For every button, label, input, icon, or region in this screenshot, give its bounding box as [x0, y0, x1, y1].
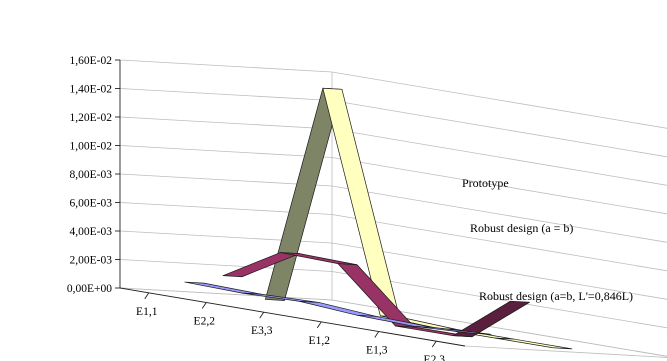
x-tick-label: E2,2: [194, 316, 216, 328]
x-axis-ticks: E1,1 E2,2 E3,3 E1,2 E1,3 E2,3: [136, 292, 446, 361]
ribbon-segment: [414, 326, 492, 335]
y-tick-label: 4,00E-03: [70, 226, 113, 238]
x-tick-mark: [201, 302, 207, 309]
x-tick-label: E1,1: [136, 306, 158, 318]
y-tick-label: 8,00E-03: [70, 169, 113, 181]
ribbon-segment: [265, 87, 343, 301]
x-tick-label: E1,3: [366, 345, 388, 357]
series-ribbons: [184, 87, 573, 350]
y-tick-label: 1,20E-02: [70, 112, 113, 124]
back-wall-grid: [119, 59, 667, 357]
y-tick-label: 1,60E-02: [70, 55, 113, 67]
y-tick-label: 0,00E+00: [67, 283, 112, 295]
x-tick-mark: [431, 340, 437, 348]
series-ribbon: [222, 252, 530, 338]
y-axis-ticks: 0,00E+00 2,00E-03 4,00E-03 6,00E-03 8,00E-03…: [67, 55, 120, 295]
x-tick-mark: [316, 321, 322, 329]
gridline: [119, 173, 667, 243]
gridline: [119, 88, 667, 158]
gridline: [119, 59, 667, 129]
legend: Prototype Robust design (a = b) Robust des…: [462, 176, 633, 303]
legend-entry: Robust design (a=b, L'=0,846L): [479, 289, 633, 303]
ribbon-segment: [495, 337, 573, 350]
y-tick-label: 6,00E-03: [70, 198, 113, 210]
y-tick-label: 1,00E-02: [70, 141, 113, 153]
gridline: [119, 116, 667, 186]
x-tick-mark: [259, 311, 265, 319]
x-tick-label: E1,2: [309, 335, 331, 347]
x-axis-line: [119, 287, 466, 347]
x-tick-mark: [144, 292, 150, 300]
legend-entry: Robust design (a = b): [470, 221, 573, 235]
x-tick-label: E2,3: [424, 354, 446, 361]
x-tick-mark: [374, 331, 380, 338]
y-tick-label: 2,00E-03: [70, 255, 113, 267]
series-ribbon: [184, 281, 492, 335]
legend-entry: Prototype: [462, 176, 509, 190]
gridline: [119, 145, 667, 215]
gridline: [119, 202, 667, 272]
ribbon-segment: [452, 300, 530, 338]
ribbon-segment: [299, 301, 377, 317]
x-tick-label: E3,3: [251, 325, 273, 337]
y-tick-label: 1,40E-02: [70, 84, 113, 96]
